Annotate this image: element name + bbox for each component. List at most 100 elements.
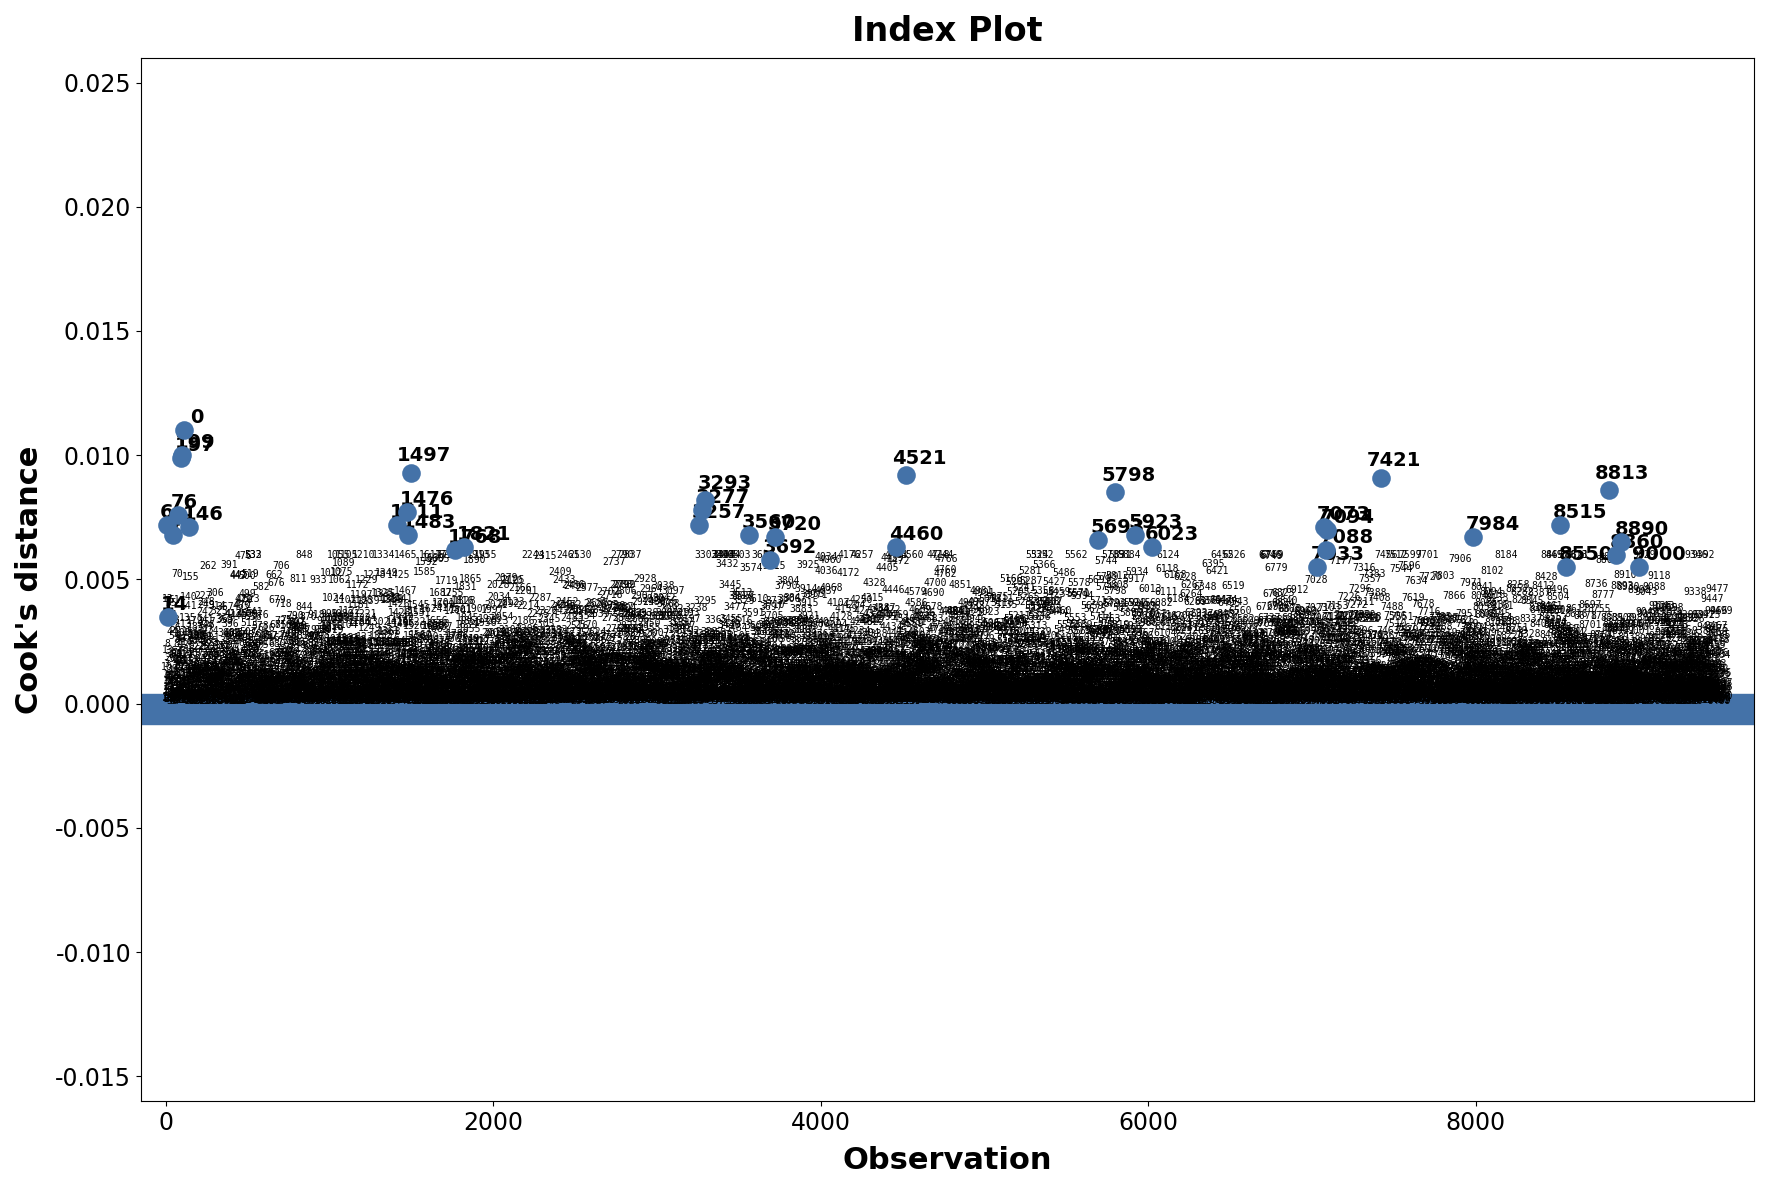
Text: 5175: 5175 xyxy=(1001,681,1024,691)
Text: 9224: 9224 xyxy=(1665,689,1688,700)
Text: 7288: 7288 xyxy=(1348,689,1371,699)
Text: 2923: 2923 xyxy=(633,649,656,658)
Text: 4346: 4346 xyxy=(865,685,890,696)
Text: 8106: 8106 xyxy=(1481,671,1505,681)
Text: 443: 443 xyxy=(230,684,248,695)
Text: 164: 164 xyxy=(184,676,202,685)
Text: 763: 763 xyxy=(281,690,299,700)
Text: 561: 561 xyxy=(249,663,265,672)
Text: 9113: 9113 xyxy=(1647,676,1670,685)
Text: 1069: 1069 xyxy=(329,685,352,696)
Text: 7612: 7612 xyxy=(1401,693,1424,703)
Text: 2362: 2362 xyxy=(541,682,564,693)
Text: 828: 828 xyxy=(292,685,310,696)
Text: 8553: 8553 xyxy=(1555,668,1578,677)
Text: 103: 103 xyxy=(173,688,191,697)
Text: 1132: 1132 xyxy=(340,678,363,688)
Text: 3285: 3285 xyxy=(692,679,715,690)
Text: 368: 368 xyxy=(218,628,235,638)
Text: 1428: 1428 xyxy=(387,608,410,619)
Text: 7126: 7126 xyxy=(1321,679,1344,689)
Text: 8151: 8151 xyxy=(1488,676,1512,685)
Text: 2732: 2732 xyxy=(601,679,624,689)
Text: 6747: 6747 xyxy=(1260,665,1283,675)
Text: 2790: 2790 xyxy=(610,550,633,559)
Text: 8572: 8572 xyxy=(1557,684,1581,694)
Text: 3814: 3814 xyxy=(778,670,801,681)
Text: 8634: 8634 xyxy=(1567,683,1590,693)
Text: 1774: 1774 xyxy=(444,606,467,616)
Text: 1104: 1104 xyxy=(334,620,357,631)
Text: 3321: 3321 xyxy=(697,675,722,685)
Text: 7646: 7646 xyxy=(1406,664,1429,674)
Text: 3500: 3500 xyxy=(727,659,750,669)
Text: 229: 229 xyxy=(195,632,212,643)
Text: 2671: 2671 xyxy=(591,668,614,678)
Text: 1445: 1445 xyxy=(391,638,414,649)
Text: 6998: 6998 xyxy=(1300,626,1323,637)
Text: 5561: 5561 xyxy=(1065,687,1088,696)
Text: 7927: 7927 xyxy=(1452,641,1475,651)
Text: 7786: 7786 xyxy=(1429,678,1452,689)
Text: 7111: 7111 xyxy=(1318,660,1341,671)
Text: 2510: 2510 xyxy=(564,632,589,641)
Text: 1270: 1270 xyxy=(361,688,386,699)
Text: 8749: 8749 xyxy=(1587,695,1610,704)
Text: 5507: 5507 xyxy=(1056,678,1079,688)
Text: 9278: 9278 xyxy=(1673,676,1696,685)
Text: 2948: 2948 xyxy=(637,677,660,688)
Text: 8350: 8350 xyxy=(1521,668,1544,677)
Text: 4132: 4132 xyxy=(830,691,854,701)
Text: 7369: 7369 xyxy=(1360,693,1383,702)
Text: 5274: 5274 xyxy=(1017,653,1040,664)
Text: 3482: 3482 xyxy=(724,674,748,683)
Text: 1042: 1042 xyxy=(324,652,348,662)
Text: 2685: 2685 xyxy=(593,687,617,696)
Text: 1309: 1309 xyxy=(368,687,391,696)
Text: 122: 122 xyxy=(177,631,195,641)
Text: 48: 48 xyxy=(168,677,179,687)
Text: 4560: 4560 xyxy=(900,550,923,559)
Text: 3770: 3770 xyxy=(771,695,794,704)
Text: 3340: 3340 xyxy=(701,666,724,677)
Text: 1153: 1153 xyxy=(343,663,366,674)
Text: 8515: 8515 xyxy=(1548,687,1571,697)
Text: 4438: 4438 xyxy=(881,653,904,663)
Text: 7303: 7303 xyxy=(1350,689,1373,699)
Text: 9261: 9261 xyxy=(1670,681,1695,690)
Text: 4567: 4567 xyxy=(902,690,925,700)
Text: 5346: 5346 xyxy=(1030,676,1053,685)
Text: 1045: 1045 xyxy=(325,634,348,644)
Text: 7206: 7206 xyxy=(1334,693,1357,702)
Text: 2852: 2852 xyxy=(621,690,644,701)
Text: 6726: 6726 xyxy=(1256,696,1279,706)
Text: 411: 411 xyxy=(225,687,242,697)
Text: 7692: 7692 xyxy=(1413,635,1436,645)
Text: 9313: 9313 xyxy=(1679,662,1702,672)
Text: 7947: 7947 xyxy=(1456,670,1479,679)
Text: 7244: 7244 xyxy=(1341,676,1364,685)
Text: 2462: 2462 xyxy=(557,635,580,645)
Text: 1517: 1517 xyxy=(402,668,426,677)
Text: 7476: 7476 xyxy=(1378,678,1401,688)
Text: 2964: 2964 xyxy=(639,584,663,594)
Text: 2446: 2446 xyxy=(554,688,578,697)
Text: 6712: 6712 xyxy=(1252,690,1277,701)
Text: 6638: 6638 xyxy=(1240,672,1265,682)
Text: 3465: 3465 xyxy=(722,693,745,703)
Text: 340: 340 xyxy=(212,696,230,706)
Text: 6178: 6178 xyxy=(1166,693,1189,703)
Text: 9347: 9347 xyxy=(1684,657,1707,668)
Text: 7267: 7267 xyxy=(1344,693,1367,702)
Text: 5394: 5394 xyxy=(1037,672,1061,683)
Text: 4208: 4208 xyxy=(842,676,867,685)
Text: 3749: 3749 xyxy=(768,683,791,694)
Text: 7079: 7079 xyxy=(1313,675,1337,684)
Text: 1854: 1854 xyxy=(458,643,481,653)
Text: 3973: 3973 xyxy=(805,689,828,699)
Text: 1546: 1546 xyxy=(407,679,430,689)
Text: 4478: 4478 xyxy=(886,685,911,695)
Text: 8534: 8534 xyxy=(1551,652,1574,663)
Text: 5461: 5461 xyxy=(1047,651,1072,660)
Text: 2914: 2914 xyxy=(632,597,655,607)
